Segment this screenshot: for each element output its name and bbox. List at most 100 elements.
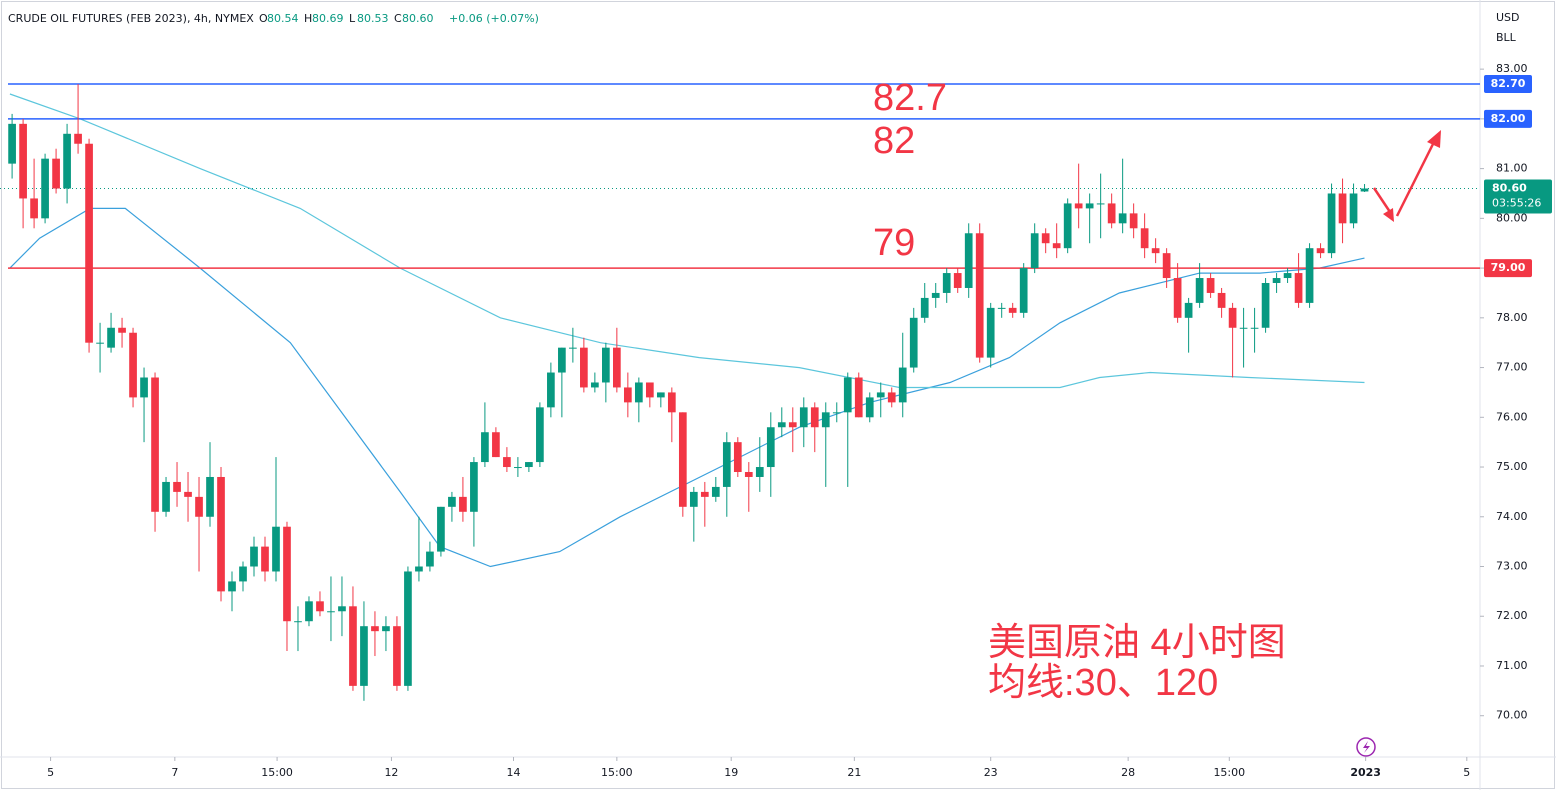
candle-body	[316, 601, 324, 612]
candle-body	[305, 601, 313, 622]
candle-body	[492, 432, 500, 458]
candle-body	[85, 143, 93, 343]
ohlc-key: O	[259, 12, 268, 25]
candle-body	[481, 432, 489, 463]
y-tick-label: 77.00	[1496, 361, 1528, 374]
candle-body	[810, 407, 819, 428]
candle-body	[1327, 193, 1336, 254]
candle-body	[623, 387, 632, 403]
candle-body	[569, 347, 577, 349]
candle-body	[744, 472, 753, 477]
candle-body	[1338, 193, 1347, 224]
level-tag	[1484, 109, 1532, 128]
candle-body	[349, 606, 357, 686]
candle-body	[975, 233, 984, 358]
candle-body	[558, 347, 566, 373]
candle-body	[1162, 253, 1171, 279]
ohlc-value: 80.69	[312, 12, 344, 25]
candle-body	[184, 491, 192, 497]
candle-body	[206, 476, 214, 517]
x-tick-label: 5	[47, 766, 54, 779]
level-label: 79.00	[1491, 261, 1526, 274]
candle-body	[1118, 213, 1127, 224]
candle-body	[1250, 327, 1259, 329]
candle-body	[1349, 193, 1358, 224]
candle-body	[217, 476, 225, 592]
x-tick-label: 7	[171, 766, 178, 779]
arrow-head	[1383, 208, 1394, 222]
arrow-line	[1395, 141, 1436, 217]
candle-body	[360, 626, 368, 686]
candle-body	[140, 377, 148, 398]
x-tick-label: 23	[984, 766, 998, 779]
y-tick-label: 73.00	[1496, 560, 1528, 573]
candle-body	[1239, 327, 1248, 329]
candle-body	[1129, 213, 1138, 229]
candle-body	[887, 392, 896, 403]
x-tick-label: 28	[1121, 766, 1135, 779]
annotation: 均线:30、120	[988, 662, 1218, 704]
y-tick-label: 76.00	[1496, 410, 1528, 423]
candle-body	[602, 347, 610, 383]
candle-body	[832, 412, 841, 414]
candle-body	[854, 377, 863, 418]
candle-body	[580, 347, 588, 388]
candle-body	[162, 481, 170, 512]
candle-body	[52, 158, 60, 189]
candle-body	[448, 496, 456, 507]
x-tick-label: 12	[384, 766, 398, 779]
candle-body	[909, 317, 918, 368]
candle-body	[755, 467, 764, 477]
candle-body	[920, 297, 929, 318]
candle-body	[173, 481, 181, 492]
candle-body	[1107, 203, 1116, 224]
level-tag	[1484, 75, 1532, 94]
candle-body	[1305, 248, 1314, 303]
candle-body	[1261, 283, 1270, 328]
candle-body	[1228, 307, 1237, 328]
candle-body	[766, 427, 775, 468]
x-tick-label: 2023	[1350, 766, 1381, 779]
candle-body	[547, 372, 555, 408]
ohlc-value: 80.53	[357, 12, 389, 25]
y-tick-label: 71.00	[1496, 659, 1528, 672]
candle-body	[404, 571, 412, 686]
candle-body	[1063, 203, 1072, 249]
candle-body	[898, 367, 907, 403]
plot	[0, 83, 1480, 701]
last-price-tag	[1484, 179, 1552, 214]
candle-body	[426, 551, 434, 567]
candle-body	[1140, 228, 1149, 249]
candle-body	[63, 133, 71, 189]
candle-body	[1206, 278, 1215, 293]
candle-body	[514, 467, 522, 469]
ohlc-key: C	[394, 12, 402, 25]
candle-body	[700, 491, 709, 497]
candle-body	[1052, 243, 1061, 249]
candle-body	[151, 377, 159, 512]
candle-body	[777, 422, 786, 428]
moving-average	[9, 207, 1365, 568]
y-tick-label: 74.00	[1496, 510, 1528, 523]
candle-body	[228, 581, 236, 592]
candle-body	[129, 332, 137, 398]
candle-body	[195, 496, 203, 517]
x-tick-label: 19	[724, 766, 738, 779]
candle-body	[1096, 203, 1105, 205]
candle-body	[1195, 278, 1204, 303]
alert-icon[interactable]	[1356, 737, 1376, 757]
x-tick-label: 5	[1463, 766, 1470, 779]
candle-body	[986, 307, 995, 358]
y-tick-label: 81.00	[1496, 162, 1528, 175]
candle-body	[799, 407, 808, 428]
candle-body	[327, 611, 335, 613]
annotation: 美国原油 4小时图	[988, 622, 1286, 664]
candle-body	[1272, 278, 1281, 284]
ohlc-key: L	[349, 12, 356, 25]
candle-body	[788, 422, 797, 428]
candle-body	[1283, 273, 1292, 279]
x-tick-label: 14	[506, 766, 520, 779]
candle-body	[942, 273, 951, 293]
moving-average	[9, 93, 1365, 389]
candle-body	[525, 462, 533, 468]
